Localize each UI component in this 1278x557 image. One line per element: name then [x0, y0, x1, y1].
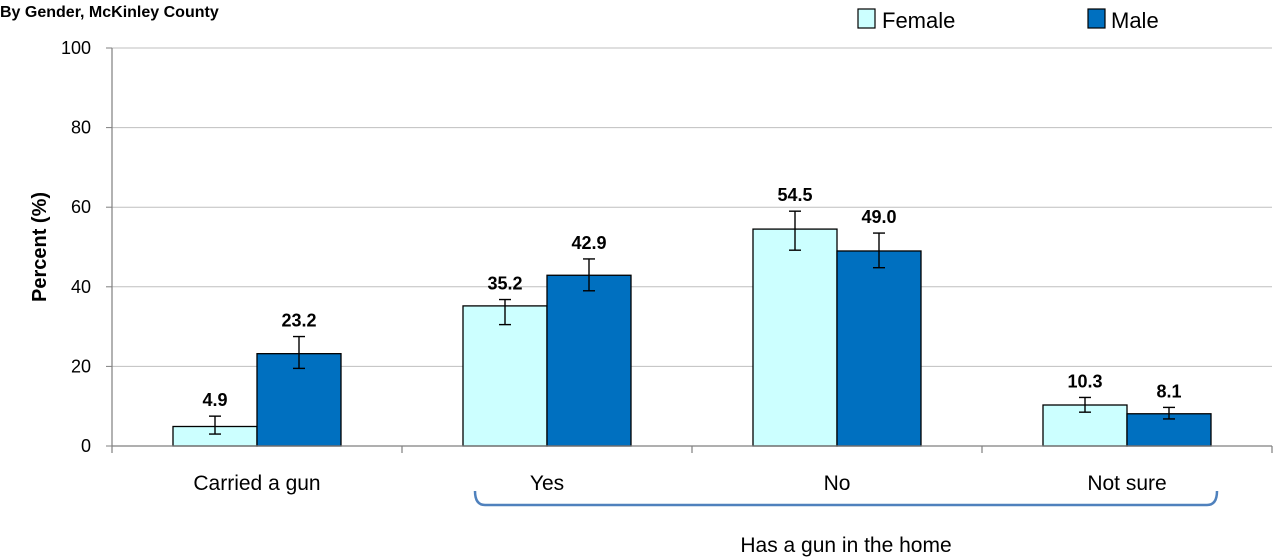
legend: Female Male: [857, 8, 1159, 33]
x-axis-labels: Carried a gun Yes No Not sure: [193, 472, 1166, 495]
x-category-label-3: Not sure: [1087, 472, 1166, 495]
legend-label-female: Female: [882, 8, 955, 33]
y-axis-label: Percent (%): [29, 192, 51, 302]
y-tick-label-60: 60: [71, 197, 91, 217]
group-label: Has a gun in the home: [740, 534, 951, 557]
data-label-female-3: 10.3: [1067, 371, 1102, 391]
y-tick-label-20: 20: [71, 356, 91, 376]
data-label-male-1: 42.9: [571, 233, 606, 253]
y-tick-label-100: 100: [61, 38, 91, 58]
bar-male-3: [1126, 413, 1212, 447]
x-category-label-1: Yes: [530, 472, 564, 495]
y-tick-label-40: 40: [71, 277, 91, 297]
bars: [172, 228, 1212, 447]
data-label-male-2: 49.0: [861, 207, 896, 227]
y-tick-label-0: 0: [81, 436, 91, 456]
data-label-female-1: 35.2: [487, 274, 522, 294]
x-category-label-2: No: [824, 472, 851, 495]
axes: [111, 48, 1273, 453]
bar-female-1: [462, 305, 548, 447]
data-label-male-3: 8.1: [1156, 381, 1181, 401]
bar-male-2: [836, 250, 922, 447]
data-label-male-0: 23.2: [281, 311, 316, 331]
bar-male-1: [546, 274, 632, 447]
gridlines: [112, 47, 1272, 367]
legend-swatch-male: [1087, 8, 1106, 29]
error-bars: [209, 210, 1175, 435]
x-category-label-0: Carried a gun: [193, 472, 320, 495]
legend-swatch-female: [857, 8, 876, 29]
data-label-female-0: 4.9: [202, 390, 227, 410]
y-axis-ticks: 0 20 40 60 80 100: [61, 38, 112, 456]
data-label-female-2: 54.5: [777, 185, 812, 205]
chart-title: By Gender, McKinley County: [0, 4, 219, 21]
y-tick-label-80: 80: [71, 118, 91, 138]
group-bracket: Has a gun in the home: [473, 490, 1219, 557]
bracket-line: [473, 490, 1219, 507]
data-labels: 4.9 35.2 54.5 10.3 23.2 42.9 49.0 8.1: [202, 185, 1181, 410]
legend-label-male: Male: [1111, 8, 1159, 33]
bar-female-2: [752, 228, 838, 447]
